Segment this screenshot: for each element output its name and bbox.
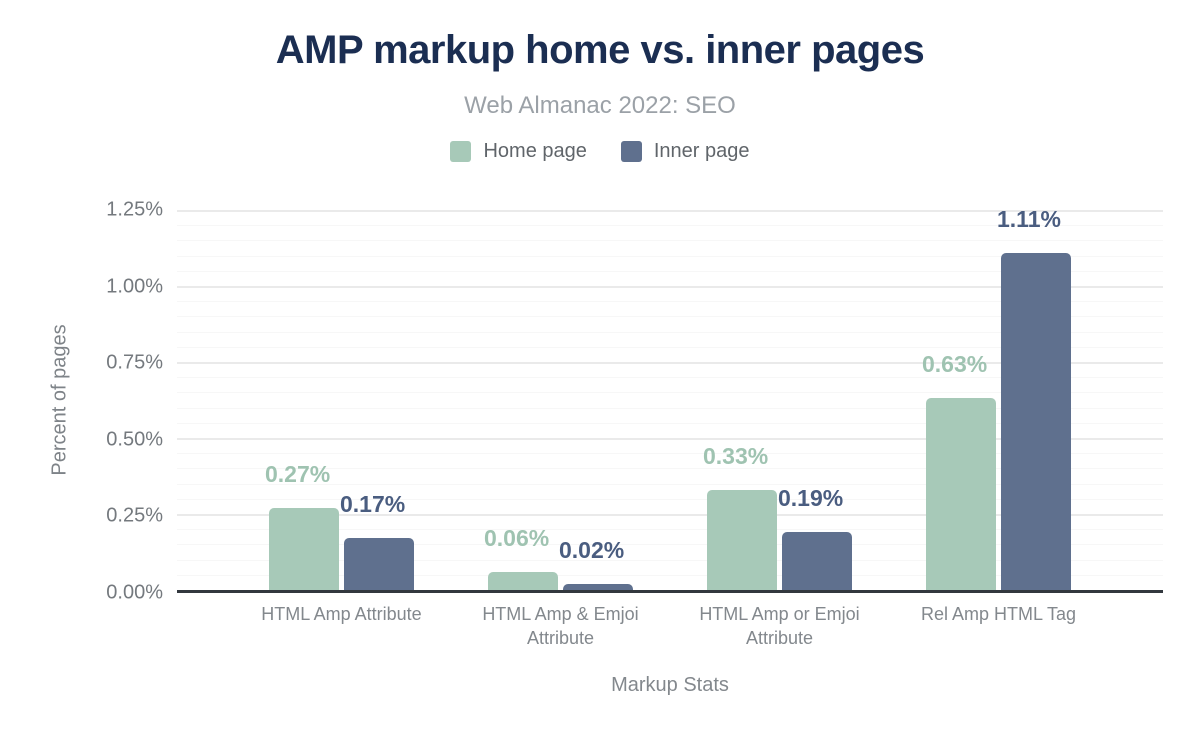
minor-gridline: [177, 559, 1163, 561]
minor-gridline: [177, 407, 1163, 409]
legend-swatch-icon: [450, 141, 472, 162]
bar-group: 0.06% 0.02%: [451, 210, 670, 590]
x-tick-label: HTML Amp or Emjoi Attribute: [699, 604, 860, 649]
x-tick-cell: HTML Amp Attribute: [232, 602, 451, 651]
y-tick-label: 0.00%: [106, 581, 163, 604]
y-tick-label: 0.50%: [106, 428, 163, 451]
bar-column: 0.33%: [703, 210, 777, 590]
major-gridline: [177, 210, 1163, 212]
bar-inner-page: [1001, 252, 1071, 590]
minor-gridline: [177, 377, 1163, 379]
minor-gridline: [177, 316, 1163, 318]
y-tick-label: 0.25%: [106, 504, 163, 527]
bar-groups: 0.27% 0.17% 0.06% 0.02% 0.33% 0.19% 0.63% 1.11%: [177, 207, 1163, 590]
bar-column: 0.17%: [340, 210, 414, 590]
x-tick-cell: HTML Amp & Emjoi Attribute: [451, 602, 670, 651]
bar-value-label: 0.33%: [703, 442, 769, 469]
bar-home-page: [488, 571, 558, 590]
minor-gridline: [177, 392, 1163, 394]
minor-gridline: [177, 225, 1163, 227]
bar-group: 0.27% 0.17%: [232, 210, 451, 590]
minor-gridline: [177, 255, 1163, 257]
minor-gridline: [177, 270, 1163, 272]
major-gridline: [177, 362, 1163, 364]
bar-column: 1.11%: [997, 207, 1071, 590]
minor-gridline: [177, 483, 1163, 485]
y-tick-label: 1.25%: [106, 198, 163, 221]
bar-value-label: 0.02%: [559, 536, 625, 563]
bar-value-label: 0.06%: [484, 524, 550, 551]
bar-column: 0.27%: [265, 210, 339, 590]
minor-gridline: [177, 544, 1163, 546]
y-tick-label: 0.75%: [106, 351, 163, 374]
bar-inner-page: [344, 538, 414, 590]
minor-gridline: [177, 331, 1163, 333]
major-gridline: [177, 438, 1163, 440]
bar-home-page: [269, 507, 339, 590]
x-tick-label: HTML Amp Attribute: [261, 604, 422, 624]
bar-value-label: 0.63%: [922, 351, 988, 378]
minor-gridline: [177, 468, 1163, 470]
bar-inner-page: [782, 532, 852, 590]
legend-item: Home page: [450, 140, 587, 163]
bar-group: 0.33% 0.19%: [670, 210, 889, 590]
legend-swatch-icon: [620, 141, 642, 162]
major-gridline: [177, 286, 1163, 288]
minor-gridline: [177, 498, 1163, 500]
chart-title: AMP markup home vs. inner pages: [275, 28, 925, 72]
legend-label: Home page: [483, 140, 587, 162]
bar-value-label: 1.11%: [997, 205, 1061, 232]
bar-home-page: [707, 489, 777, 590]
minor-gridline: [177, 453, 1163, 455]
minor-gridline: [177, 301, 1163, 303]
bar-value-label: 0.19%: [778, 485, 844, 512]
x-tick-cell: HTML Amp or Emjoi Attribute: [670, 602, 889, 651]
y-axis-tick-labels: 1.25% 1.00% 0.75% 0.50% 0.25% 0.00%: [0, 199, 163, 604]
bar-column: 0.06%: [484, 210, 558, 590]
bar-value-label: 0.27%: [265, 460, 331, 487]
x-tick-label: Rel Amp HTML Tag: [920, 604, 1077, 624]
chart-subtitle: Web Almanac 2022: SEO: [464, 92, 736, 119]
bar-column: 0.02%: [559, 210, 633, 590]
legend: Home page Inner page: [0, 140, 1200, 163]
x-axis-tick-labels: HTML Amp Attribute HTML Amp & Emjoi Attri…: [177, 602, 1163, 651]
x-tick-label: HTML Amp & Emjoi Attribute: [482, 604, 639, 649]
minor-gridline: [177, 240, 1163, 242]
x-axis-title: Markup Stats: [611, 674, 729, 696]
legend-item: Inner page: [620, 140, 750, 163]
bar-value-label: 0.17%: [340, 491, 406, 518]
x-tick-cell: Rel Amp HTML Tag: [889, 602, 1108, 651]
minor-gridline: [177, 422, 1163, 424]
minor-gridline: [177, 574, 1163, 576]
plot-area: 0.27% 0.17% 0.06% 0.02% 0.33% 0.19% 0.63% 1.11%: [177, 207, 1163, 593]
bar-home-page: [926, 398, 996, 590]
bar-column: 0.63%: [922, 210, 996, 590]
minor-gridline: [177, 529, 1163, 531]
minor-gridline: [177, 346, 1163, 348]
bar-column: 0.19%: [778, 210, 852, 590]
major-gridline: [177, 514, 1163, 516]
bar-inner-page: [563, 583, 633, 590]
legend-label: Inner page: [653, 140, 750, 162]
bar-group: 0.63% 1.11%: [889, 207, 1108, 590]
y-tick-label: 1.00%: [106, 275, 163, 298]
